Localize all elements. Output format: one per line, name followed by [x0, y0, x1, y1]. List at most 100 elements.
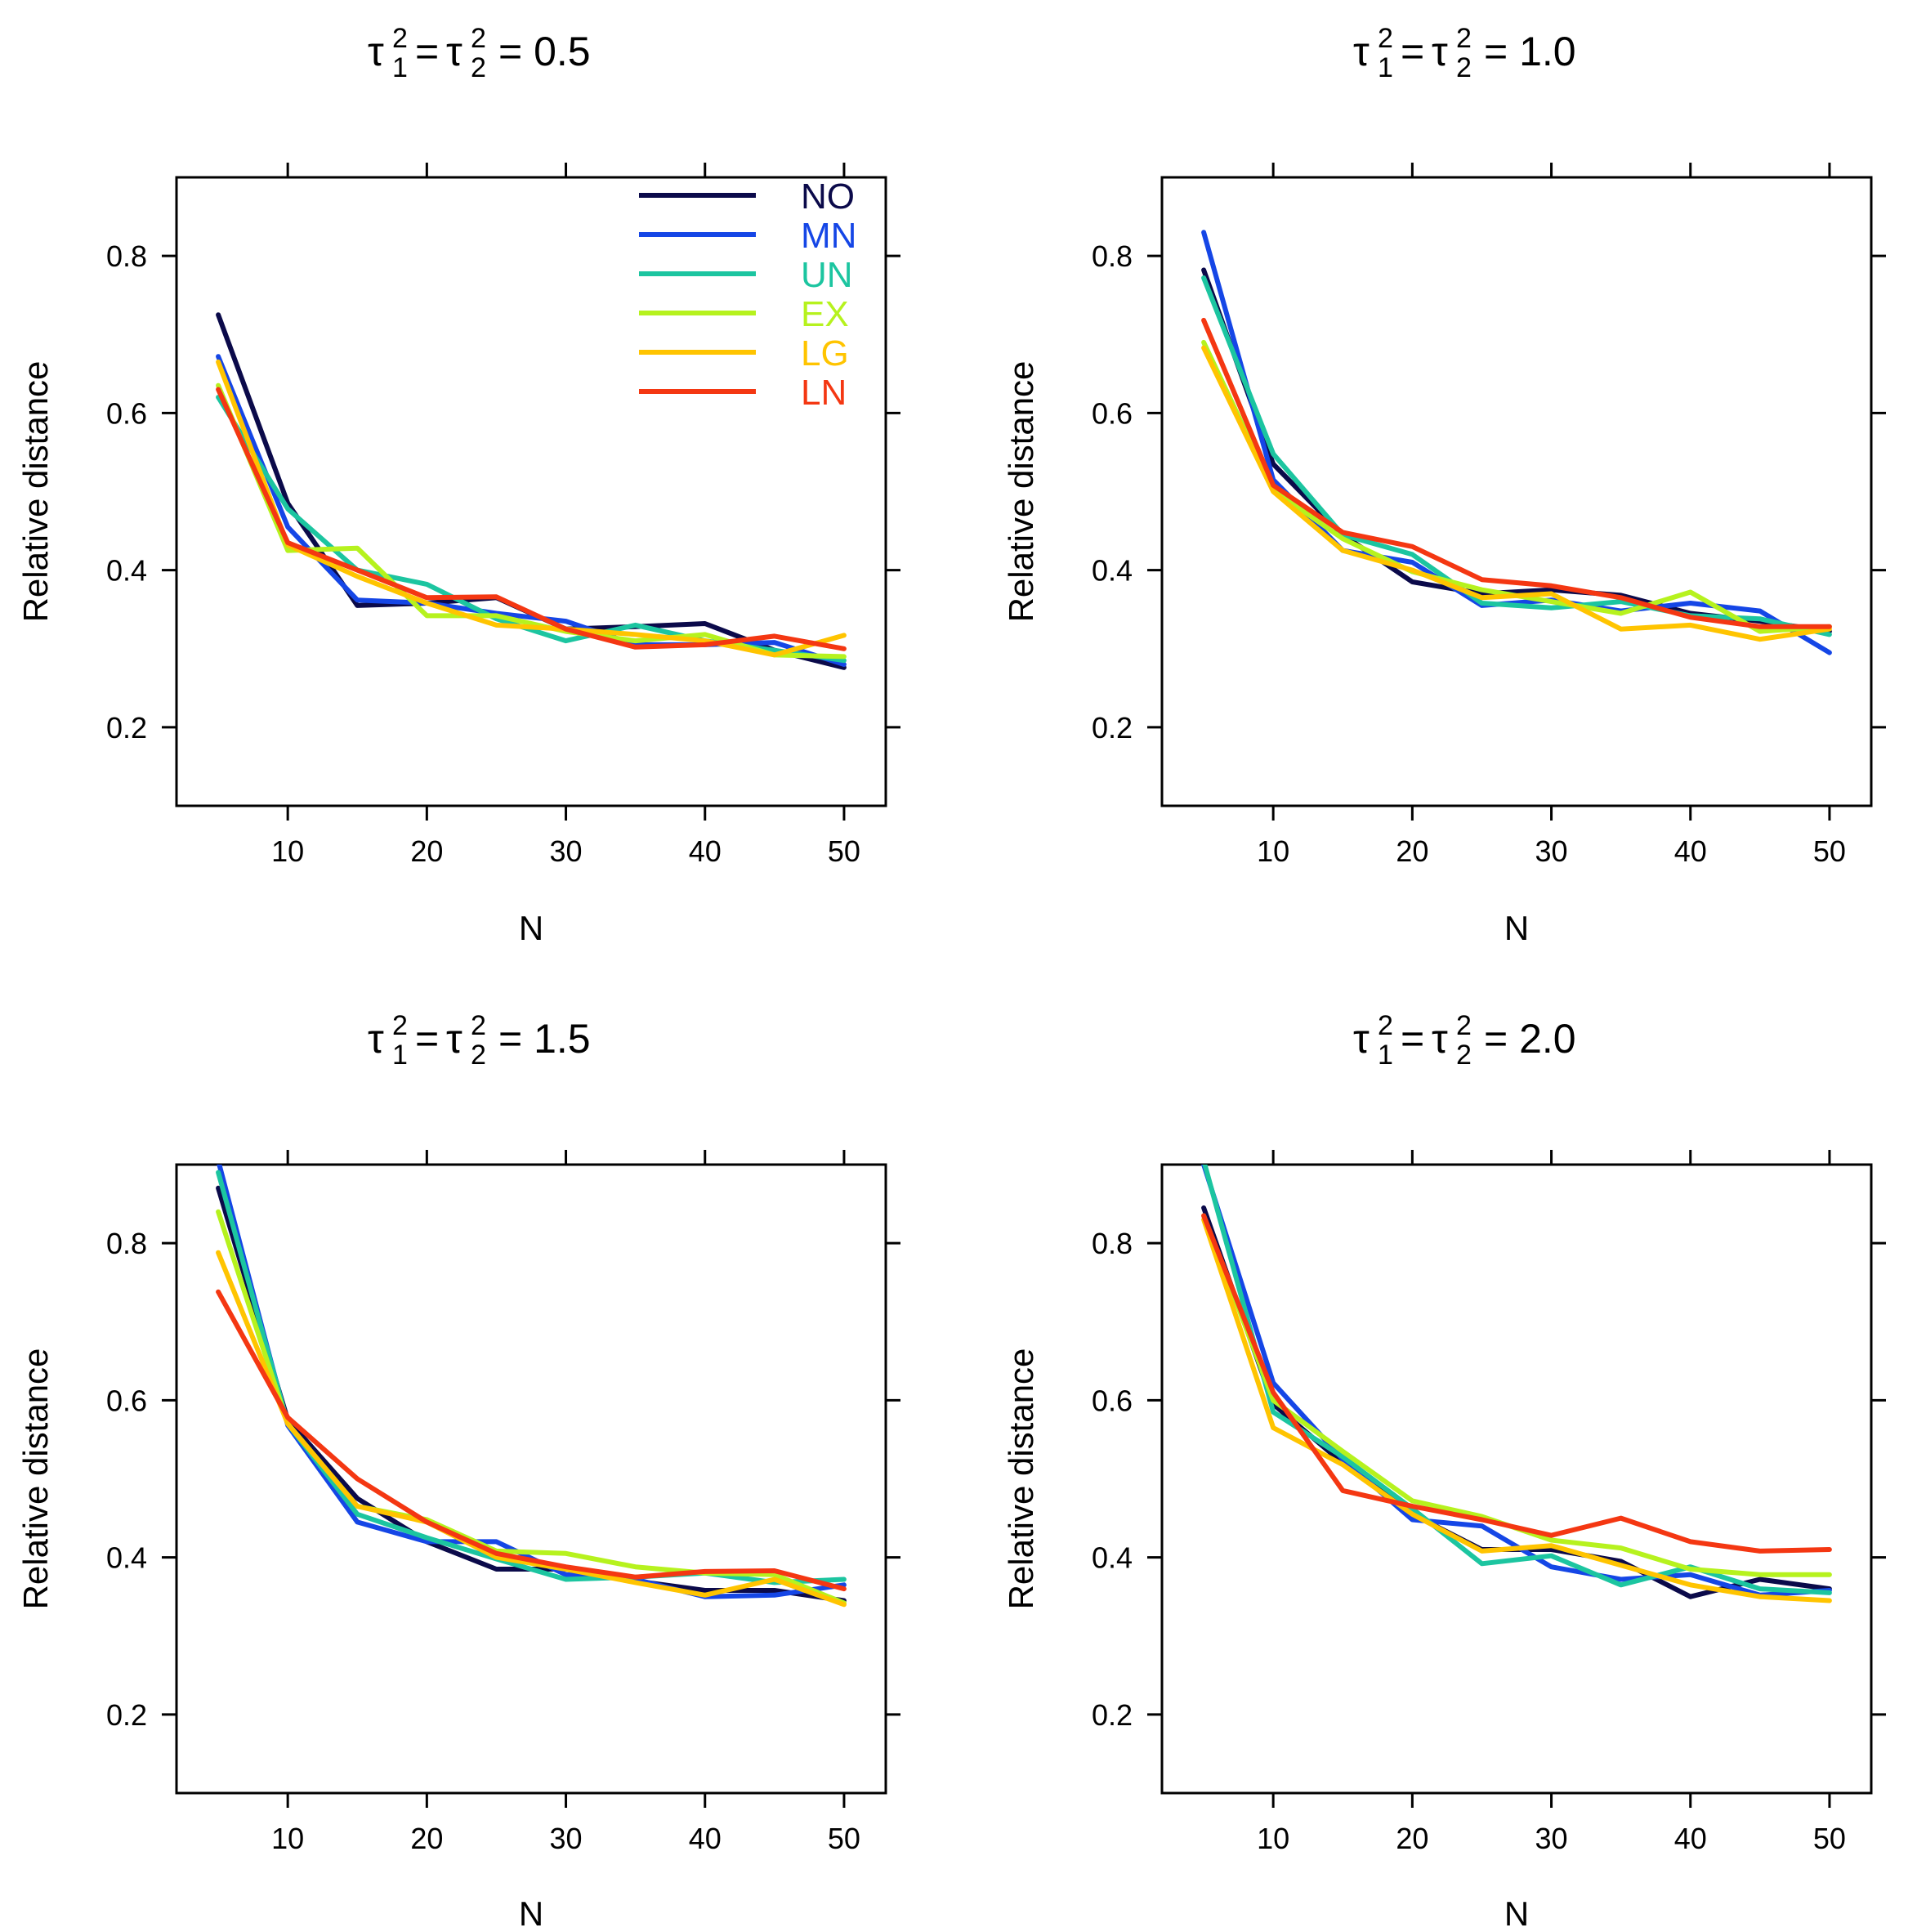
series-line-ex	[1201, 1213, 1832, 1577]
chart-panel-1: 10 20 30 40 50 0.2 0.4 0.6 0.8 N Relative distance…	[16, 23, 900, 947]
title-sup2: 2	[1456, 1010, 1472, 1041]
x-tick-label: 10	[1257, 1822, 1289, 1855]
title-sub1: 1	[1378, 1040, 1393, 1071]
title-tau: τ	[368, 29, 384, 74]
y-axis-title: Relative distance	[1002, 361, 1040, 623]
y-tick-label: 0.2	[1092, 711, 1133, 745]
legend-label-ln: LN	[801, 373, 847, 413]
legend-label-mn: MN	[801, 216, 856, 256]
legend-label-ex: EX	[801, 294, 849, 334]
panel-title: τ 21 = τ 22 = 0.5	[368, 23, 591, 83]
title-tau: τ	[446, 29, 462, 74]
x-tick-label: 40	[689, 834, 722, 868]
y-tick-label: 0.4	[106, 554, 147, 588]
title-value: = 2.0	[1484, 1016, 1576, 1062]
y-tick-label: 0.2	[106, 711, 147, 745]
title-eq1: =	[415, 1016, 439, 1062]
x-tick-label: 20	[410, 834, 443, 868]
title-sup1: 2	[392, 1010, 408, 1041]
x-axis-title: N	[519, 909, 543, 947]
y-axis-title: Relative distance	[16, 361, 55, 623]
title-value: = 1.0	[1484, 29, 1576, 74]
series-line-un	[1202, 1165, 1832, 1595]
y-tick-label: 0.6	[1092, 1384, 1133, 1417]
title-tau: τ	[1432, 29, 1448, 74]
y-tick-label: 0.4	[1092, 1541, 1133, 1575]
title-sub2: 2	[1456, 1040, 1472, 1071]
y-tick-label: 0.8	[1092, 1227, 1133, 1260]
title-tau: τ	[368, 1016, 384, 1062]
title-sup1: 2	[1378, 1010, 1393, 1041]
panel-title: τ 21 = τ 22 = 1.5	[368, 1010, 591, 1071]
series-line-mn	[217, 1165, 847, 1599]
series-line-lg	[1201, 345, 1832, 642]
chart-panel-3: 10 20 30 40 50 0.2 0.4 0.6 0.8 N Relative distance…	[16, 1010, 900, 1932]
y-tick-label: 0.6	[1092, 396, 1133, 430]
x-tick-label: 30	[550, 834, 583, 868]
x-tick-label: 30	[550, 1822, 583, 1855]
x-tick-label: 40	[1674, 834, 1707, 868]
y-axis-title: Relative distance	[16, 1348, 55, 1610]
y-tick-label: 0.2	[1092, 1698, 1133, 1732]
title-sup2: 2	[471, 23, 486, 54]
title-sub1: 1	[392, 1040, 408, 1071]
y-tick-label: 0.8	[1092, 239, 1133, 273]
legend-label-lg: LG	[801, 333, 849, 373]
x-tick-label: 10	[271, 834, 304, 868]
title-sub1: 1	[392, 52, 408, 83]
x-tick-label: 50	[828, 834, 860, 868]
title-value: = 1.5	[498, 1016, 591, 1062]
panel-title: τ 21 = τ 22 = 2.0	[1353, 1010, 1576, 1071]
series-line-ln	[1201, 1213, 1832, 1554]
legend-label-no: NO	[801, 177, 855, 217]
series-line-no	[1201, 267, 1832, 634]
title-eq1: =	[1401, 1016, 1424, 1062]
series-line-ln	[216, 387, 847, 651]
y-tick-label: 0.8	[106, 1227, 147, 1260]
x-tick-label: 30	[1535, 1822, 1568, 1855]
x-axis-title: N	[519, 1894, 543, 1932]
title-sup1: 2	[1378, 23, 1393, 54]
title-sup2: 2	[471, 1010, 486, 1041]
x-tick-label: 50	[1813, 1822, 1846, 1855]
title-sub2: 2	[471, 52, 486, 83]
legend-label-un: UN	[801, 255, 853, 295]
x-tick-label: 20	[1396, 834, 1428, 868]
plot-frame	[1160, 176, 1873, 807]
title-sup1: 2	[392, 23, 408, 54]
series-line-no	[216, 1185, 847, 1603]
series-line-un	[1201, 275, 1832, 637]
y-tick-label: 0.6	[106, 1384, 147, 1417]
x-tick-label: 50	[828, 1822, 860, 1855]
title-eq1: =	[1401, 29, 1424, 74]
x-axis-title: N	[1504, 909, 1529, 947]
x-tick-label: 20	[1396, 1822, 1428, 1855]
series-line-ln	[1201, 317, 1832, 629]
x-tick-label: 10	[271, 1822, 304, 1855]
title-tau: τ	[1353, 29, 1370, 74]
x-tick-label: 40	[1674, 1822, 1707, 1855]
title-sub1: 1	[1378, 52, 1393, 83]
series-line-ln	[216, 1289, 847, 1592]
title-tau: τ	[1432, 1016, 1448, 1062]
plot-frame	[1160, 1163, 1873, 1795]
title-sub2: 2	[471, 1040, 486, 1071]
y-tick-label: 0.2	[106, 1698, 147, 1732]
x-tick-label: 30	[1535, 834, 1568, 868]
y-tick-label: 0.4	[1092, 554, 1133, 588]
x-tick-label: 40	[689, 1822, 722, 1855]
title-eq1: =	[415, 29, 439, 74]
x-tick-label: 50	[1813, 834, 1846, 868]
x-tick-label: 10	[1257, 834, 1289, 868]
series-line-ex	[216, 1209, 847, 1606]
y-tick-label: 0.6	[106, 396, 147, 430]
series-line-lg	[216, 359, 847, 658]
chart-panel-4: 10 20 30 40 50 0.2 0.4 0.6 0.8 N Relative distance…	[1002, 1010, 1886, 1932]
plot-frame	[175, 1163, 887, 1795]
plot-frame	[175, 176, 887, 807]
series-line-lg	[1201, 1217, 1832, 1603]
series-line-un	[216, 1169, 847, 1585]
series-line-no	[1201, 1205, 1832, 1599]
